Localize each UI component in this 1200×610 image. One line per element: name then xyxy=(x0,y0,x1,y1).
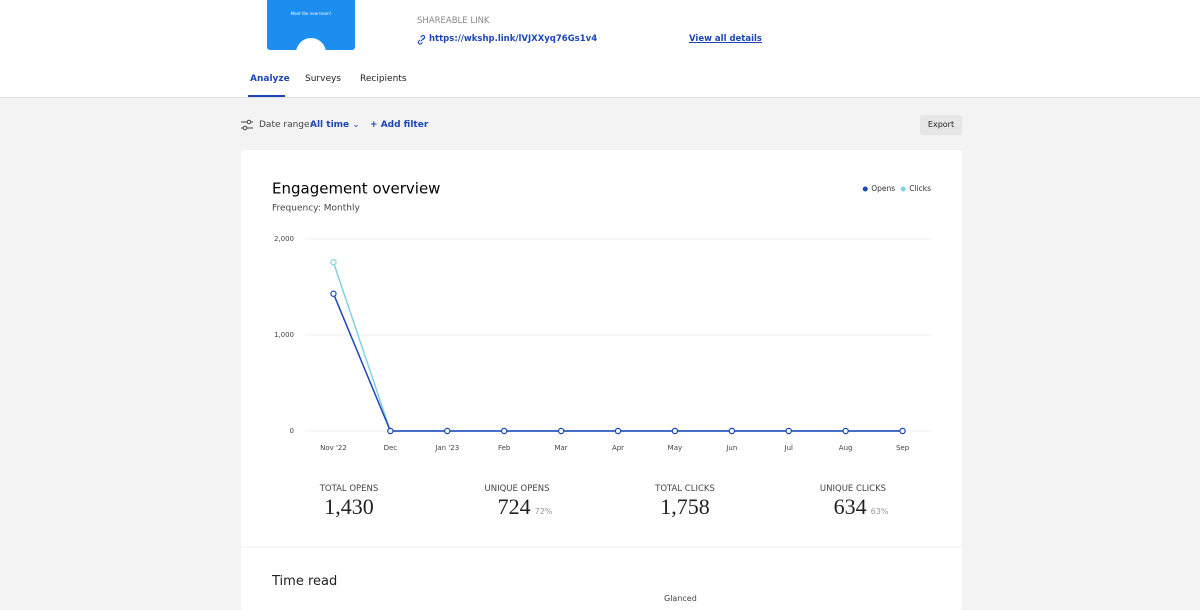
y-tick-label: 1,000 xyxy=(274,331,294,339)
point xyxy=(671,427,679,435)
x-tick-label: Feb xyxy=(498,444,511,452)
glanced-label: Glanced xyxy=(664,594,697,603)
chevron: ⌄ xyxy=(352,120,360,130)
tab[interactable]: Surveys xyxy=(305,74,341,84)
add-filter[interactable]: + Add filter xyxy=(370,120,428,130)
section-title: Time read xyxy=(272,574,338,589)
email-preview[interactable]: Meet the new team! xyxy=(267,0,355,50)
stat-label: TOTAL CLICKS xyxy=(655,484,715,494)
series-line xyxy=(332,261,903,432)
stat-value: 1,758 xyxy=(605,494,765,520)
plus-icon: + xyxy=(370,120,381,130)
share-link[interactable]: https://wkshp.link/lVJXXyq76Gs1v4 xyxy=(429,34,598,44)
point xyxy=(387,427,394,435)
date-range-label: Date range: xyxy=(259,120,313,130)
x-tick-label: Aug xyxy=(839,444,853,452)
x-tick-label: Jan '23 xyxy=(434,444,459,452)
legend-swatch xyxy=(862,186,868,192)
point xyxy=(785,427,792,435)
legend-label: Opens xyxy=(871,184,895,193)
x-tick-label: Dec xyxy=(384,444,398,452)
link-label: SHAREABLE LINK xyxy=(417,16,490,26)
stat-label: UNIQUE OPENS xyxy=(484,484,550,494)
x-tick-label: Jun xyxy=(725,444,737,452)
stat-percent: 72% xyxy=(534,507,553,516)
card xyxy=(241,150,962,610)
point xyxy=(444,427,451,435)
point xyxy=(899,427,906,435)
stat-number: 1,430 xyxy=(324,494,374,519)
x-tick-label: Mar xyxy=(554,444,567,452)
x-tick-label: May xyxy=(668,444,682,452)
legend-label: Clicks xyxy=(909,184,931,193)
tab[interactable]: Analyze xyxy=(250,74,290,84)
x-tick-label: Sep xyxy=(896,444,910,452)
stat-value: 724 72% xyxy=(445,494,605,520)
x-tick-label: Apr xyxy=(612,444,624,452)
stat-label: TOTAL OPENS xyxy=(319,484,379,494)
point xyxy=(842,427,849,435)
x-tick-label: Nov '22 xyxy=(320,444,347,452)
preview-text: Meet the new team! xyxy=(290,11,332,16)
point xyxy=(500,427,508,435)
preview-circle xyxy=(296,38,326,50)
point xyxy=(614,427,622,435)
point xyxy=(728,427,736,435)
y-tick-label: 2,000 xyxy=(274,235,294,243)
x-tick-label: Jul xyxy=(784,444,794,452)
link-icon xyxy=(417,35,426,45)
filter-icon xyxy=(241,119,253,131)
chart-subtitle: Frequency: Monthly xyxy=(272,204,360,214)
stat-value: 634 63% xyxy=(781,494,941,520)
y-tick-label: 0 xyxy=(290,427,294,435)
header xyxy=(0,0,1200,98)
point xyxy=(557,427,565,435)
date-range-text: All time xyxy=(310,120,350,130)
legend-swatch xyxy=(900,186,906,192)
tab-underline xyxy=(248,95,285,97)
point xyxy=(330,290,337,297)
date-range-value[interactable]: All time ⌄ xyxy=(310,120,360,130)
stat-number: 634 xyxy=(833,494,867,519)
tab[interactable]: Recipients xyxy=(360,74,407,84)
chart-title: Engagement overview xyxy=(272,180,440,198)
add-filter-text: Add filter xyxy=(380,120,429,130)
stat-percent: 63% xyxy=(870,507,889,516)
view-details[interactable]: View all details xyxy=(689,34,762,44)
stat-number: 1,758 xyxy=(660,494,710,519)
stat-label: UNIQUE CLICKS xyxy=(819,484,887,494)
stat-number: 724 xyxy=(497,494,531,519)
series-line xyxy=(332,293,903,432)
stat-value: 1,430 xyxy=(269,494,429,520)
export-button[interactable]: Export xyxy=(920,115,962,135)
point xyxy=(330,259,337,266)
